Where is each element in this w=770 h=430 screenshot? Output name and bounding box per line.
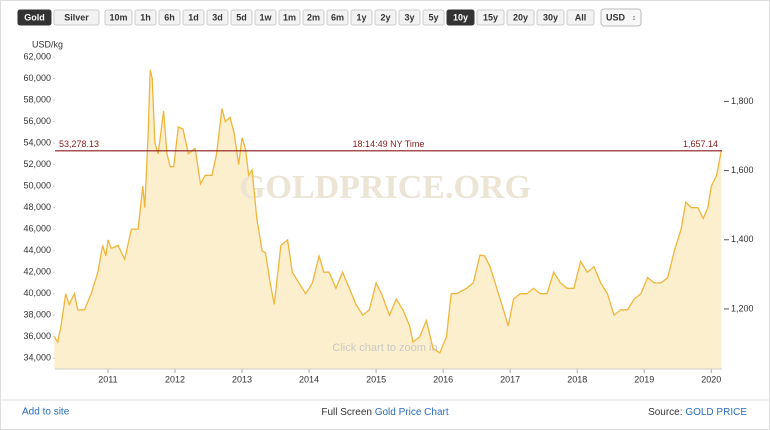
toolbar-button-label[interactable]: 15y (483, 12, 498, 22)
toolbar-button-label[interactable]: All (575, 12, 587, 22)
toolbar-button-label[interactable]: Silver (64, 12, 89, 22)
toolbar-button-label[interactable]: 1w (259, 12, 272, 22)
y-tick-label: 48,000 (23, 202, 51, 212)
toolbar-button[interactable] (302, 9, 325, 26)
y-tick-label: 36,000 (23, 331, 51, 341)
x-tick-label: 2014 (299, 374, 319, 384)
toolbar-button-label[interactable]: 3d (212, 12, 223, 22)
x-tick-label: 2018 (567, 374, 587, 384)
toolbar-button[interactable] (158, 9, 181, 26)
toolbar-button-label[interactable]: 6m (331, 12, 344, 22)
toolbar-button[interactable] (230, 9, 253, 26)
y2-tick-label: 1,600 (731, 165, 754, 175)
toolbar-button[interactable] (374, 9, 397, 26)
toolbar-button[interactable] (254, 9, 277, 26)
toolbar-button[interactable] (104, 9, 133, 26)
toolbar-button[interactable] (506, 9, 535, 26)
x-tick-label: 2017 (500, 374, 520, 384)
footer-center: Full Screen Gold Price Chart (321, 407, 448, 418)
y-tick-label: 44,000 (23, 245, 51, 255)
zoom-hint: Click chart to zoom in (332, 342, 437, 354)
add-to-site[interactable]: Add to site (22, 407, 70, 418)
toolbar-button-label[interactable]: 1m (283, 12, 296, 22)
y2-tick-label: 1,400 (731, 234, 754, 244)
line (53, 69, 722, 354)
y-tick-label: 56,000 (23, 116, 51, 126)
toolbar-button-label[interactable]: 3y (404, 12, 414, 22)
fullscreen-link[interactable]: Full Screen (321, 407, 372, 418)
y2-tick-label: 1,800 (731, 96, 754, 106)
y-tick-label: 34,000 (23, 353, 51, 363)
current-price-oz-label: 1,657.14 (683, 139, 718, 149)
y-tick-label: 58,000 (23, 94, 51, 104)
toolbar-button-label[interactable]: 5d (236, 12, 247, 22)
chart-link[interactable]: Gold Price Chart (375, 407, 449, 418)
toolbar-button-label[interactable]: 10m (109, 12, 127, 22)
toolbar-button-label[interactable]: 2y (380, 12, 390, 22)
toolbar-button-label[interactable]: 1y (356, 12, 366, 22)
x-tick-label: 2019 (634, 374, 654, 384)
watermark: GOLDPRICE.ORG (239, 169, 531, 206)
currency-select[interactable] (600, 8, 642, 27)
toolbar-button[interactable] (566, 9, 595, 26)
x-tick-label: 2011 (98, 374, 117, 384)
toolbar-button[interactable] (422, 9, 445, 26)
y2-tick-label: 1,200 (731, 303, 754, 313)
toolbar-button-label[interactable]: 1d (188, 12, 199, 22)
toolbar-button[interactable] (53, 9, 100, 26)
toolbar-button[interactable] (476, 9, 505, 26)
toolbar-button[interactable] (536, 9, 565, 26)
y-axis-label: USD/kg (32, 39, 63, 49)
toolbar-button-label[interactable]: 1h (140, 12, 151, 22)
toolbar-button-label[interactable]: 20y (513, 12, 528, 22)
x-tick-label: 2013 (232, 374, 252, 384)
x-tick-label: 2012 (165, 374, 185, 384)
source-label: Source: (648, 407, 682, 418)
toolbar-button[interactable] (206, 9, 229, 26)
toolbar-button[interactable] (446, 9, 475, 26)
footer-source: Source: GOLD PRICE (648, 407, 747, 418)
toolbar-button[interactable] (17, 9, 52, 26)
toolbar-button[interactable] (182, 9, 205, 26)
y-tick-label: 52,000 (23, 159, 51, 169)
toolbar-button[interactable] (278, 9, 301, 26)
y-tick-label: 38,000 (23, 310, 51, 320)
toolbar-button-label[interactable]: 30y (543, 12, 558, 22)
y-tick-label: 50,000 (23, 180, 51, 190)
current-price-label: 53,278.13 (59, 139, 99, 149)
area (54, 69, 722, 370)
x-tick-label: 2015 (366, 374, 386, 384)
y-tick-label: 60,000 (23, 73, 51, 83)
toolbar-button-label[interactable]: 10y (453, 12, 468, 22)
source-link[interactable]: GOLD PRICE (685, 407, 747, 418)
toolbar-button-label[interactable]: Gold (24, 12, 45, 22)
y-tick-label: 46,000 (23, 224, 51, 234)
toolbar-button[interactable] (134, 9, 157, 26)
toolbar-button[interactable] (326, 9, 349, 26)
y-tick-label: 54,000 (23, 137, 51, 147)
toolbar-button[interactable] (350, 9, 373, 26)
currency-label: USD (606, 12, 626, 22)
x-tick-label: 2016 (433, 374, 453, 384)
select-arrow: ↕ (632, 15, 636, 22)
toolbar-button-label[interactable]: 6h (164, 12, 175, 22)
toolbar-button-label[interactable]: 2m (307, 12, 320, 22)
y-tick-label: 40,000 (23, 288, 51, 298)
x-tick-label: 2020 (701, 374, 721, 384)
toolbar-button-label[interactable]: 5y (428, 12, 438, 22)
y-tick-label: 62,000 (23, 51, 51, 61)
time-label: 18:14:49 NY Time (353, 139, 425, 149)
y-tick-label: 42,000 (23, 267, 51, 277)
toolbar-button[interactable] (398, 9, 421, 26)
